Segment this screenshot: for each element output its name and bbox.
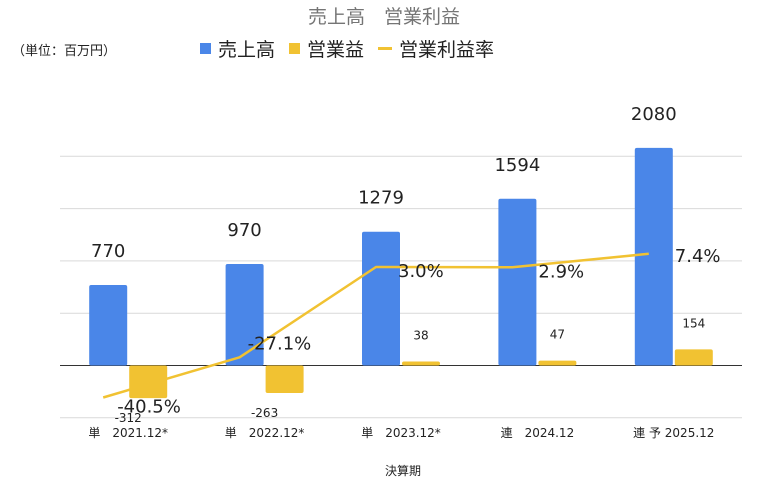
bar-sales (498, 198, 537, 366)
bar-operating-profit (538, 360, 577, 366)
x-tick-label: 連 2024.12 (501, 426, 575, 440)
label-operating-profit: 38 (413, 329, 428, 343)
label-sales: 1594 (494, 155, 540, 176)
bar-operating-profit (674, 349, 713, 366)
x-axis-title: 決算期 (385, 463, 421, 478)
unit-label: （単位：百万円） (12, 44, 117, 59)
bar-operating-profit (265, 365, 304, 394)
data-labels: 770 -312 970 -263 1279 38 1594 47 2080 154 -40.5% -… (91, 104, 721, 425)
label-sales: 2080 (631, 104, 677, 125)
gridlines (60, 155, 742, 419)
sales-bars (89, 147, 673, 366)
operating-profit-bars (129, 349, 713, 399)
legend-label-operating-margin: 営業利益率 (399, 39, 495, 61)
label-operating-margin: 3.0% (398, 261, 444, 282)
legend-swatch-operating-profit (289, 43, 301, 54)
bar-sales (634, 147, 673, 366)
label-operating-profit: -312 (115, 411, 142, 425)
label-sales: 970 (227, 220, 261, 241)
x-axis: 単 2021.12* 単 2022.12* 単 2023.12* 連 2024.12 連… (88, 426, 714, 478)
label-operating-profit: -263 (251, 406, 278, 420)
label-operating-margin: 2.9% (538, 261, 584, 282)
line-operating-margin (102, 252, 649, 399)
bar-sales (225, 264, 264, 366)
label-operating-profit: 47 (550, 328, 565, 342)
bar-sales (362, 231, 400, 366)
chart-title: 売上高 営業利益 (307, 6, 460, 28)
legend-label-operating-profit: 営業益 (307, 39, 365, 61)
label-operating-margin: -27.1% (248, 333, 312, 354)
legend-line-operating-margin (378, 47, 393, 50)
legend-item-sales: 売上高 (200, 35, 275, 62)
legend-item-operating-profit: 営業益 (289, 35, 364, 62)
legend-item-operating-margin: 営業利益率 (378, 35, 494, 62)
label-sales: 1279 (358, 188, 404, 209)
label-operating-margin: 7.4% (675, 246, 721, 267)
legend: 売上高 営業益 営業利益率 (200, 35, 508, 62)
x-tick-label: 単 2023.12* (361, 426, 441, 440)
bar-sales (89, 284, 128, 366)
label-operating-margin: -40.5% (117, 397, 181, 418)
label-sales: 770 (91, 241, 125, 262)
bar-operating-profit (402, 361, 440, 366)
legend-swatch-sales (200, 43, 211, 54)
x-tick-label: 単 2021.12* (88, 426, 168, 440)
bar-operating-profit (129, 365, 168, 399)
operating-margin-line (102, 252, 649, 399)
x-tick-label: 単 2022.12* (225, 426, 305, 440)
label-operating-profit: 154 (682, 316, 705, 330)
legend-label-sales: 売上高 (218, 39, 276, 61)
x-tick-label: 連 予 2025.12 (633, 426, 714, 440)
